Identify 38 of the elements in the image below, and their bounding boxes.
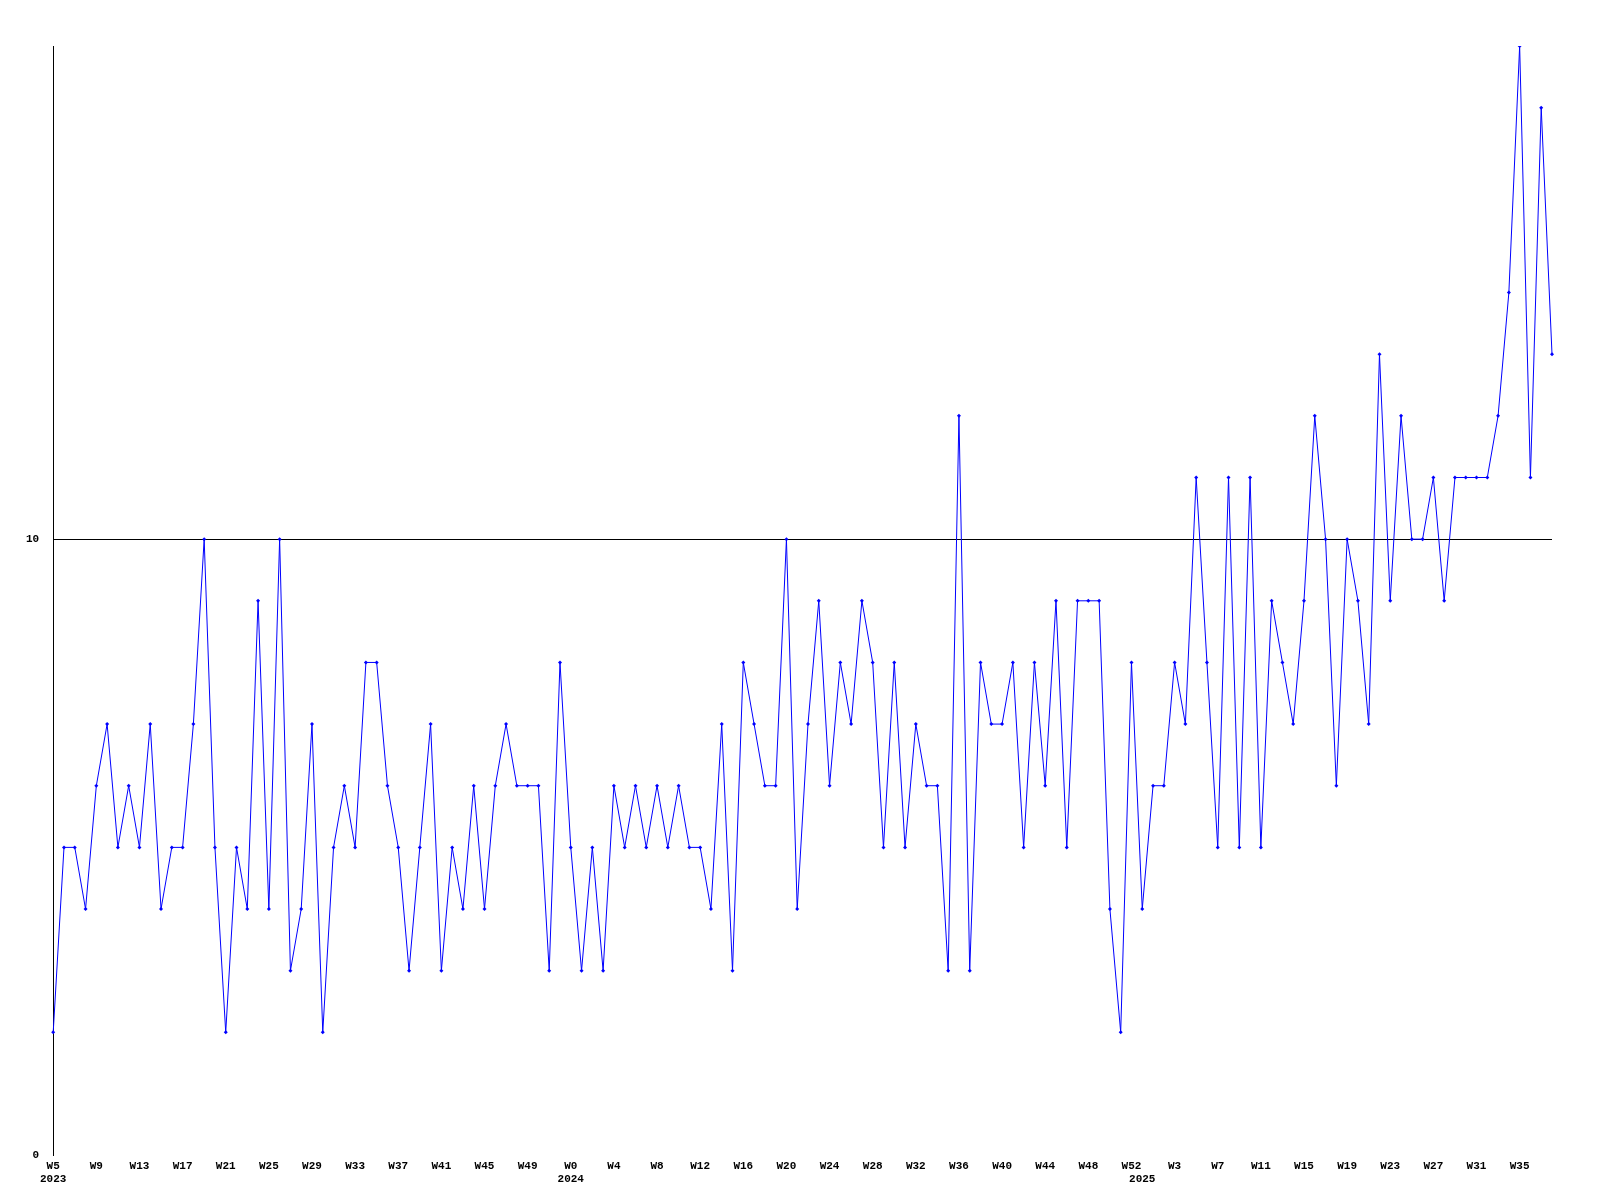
x-tick-label: W12 <box>690 1159 711 1172</box>
x-tick-label: W8 <box>650 1159 665 1172</box>
x-tick-label: W16 <box>733 1159 754 1172</box>
x-tick-label: W37 <box>388 1159 409 1172</box>
x-tick-label: W4 <box>607 1159 621 1172</box>
x-tick-label: W11 <box>1250 1159 1272 1172</box>
x-tick-label: W17 <box>172 1159 193 1172</box>
x-tick-label: W33 <box>345 1159 366 1172</box>
x-tick-label: W27 <box>1423 1159 1444 1172</box>
x-tick-label: W20 <box>776 1159 797 1172</box>
x-tick-label: W52 <box>1121 1159 1142 1172</box>
x-tick-label: W19 <box>1337 1159 1358 1172</box>
x-tick-label: W36 <box>949 1159 969 1172</box>
x-tick-label: W0 2024 <box>557 1159 585 1186</box>
x-tick-label: W7 <box>1211 1159 1225 1172</box>
x-tick-label: W23 <box>1380 1159 1401 1172</box>
x-tick-label: W29 <box>302 1159 322 1172</box>
x-tick-label: W48 <box>1078 1159 1099 1172</box>
x-tick-label: W9 <box>89 1159 103 1172</box>
x-tick-label: W15 <box>1294 1159 1315 1172</box>
y-tick-label: 0 <box>32 1149 40 1162</box>
x-tick-label: W25 <box>258 1159 280 1172</box>
x-tick-label: W41 <box>431 1159 452 1172</box>
x-tick-label: W49 <box>517 1159 538 1172</box>
x-tick-label: W31 <box>1466 1159 1487 1172</box>
x-tick-label: W45 <box>474 1159 495 1172</box>
x-tick-label: W32 <box>905 1159 926 1172</box>
x-tick-label: W5 2023 <box>40 1159 67 1186</box>
x-tick-label: W24 <box>819 1159 840 1172</box>
x-tick-label: W3 <box>1168 1159 1182 1172</box>
x-tick-label: W21 <box>215 1159 237 1172</box>
x-tick-label: W13 <box>129 1159 150 1172</box>
x-tick-label: W28 <box>862 1159 883 1172</box>
y-tick-label: 10 <box>26 532 40 545</box>
x-tick-label: 2025 <box>1129 1173 1156 1186</box>
x-tick-label: W44 <box>1035 1159 1056 1172</box>
x-tick-label: W35 <box>1509 1159 1530 1172</box>
x-tick-label: W40 <box>992 1159 1012 1172</box>
